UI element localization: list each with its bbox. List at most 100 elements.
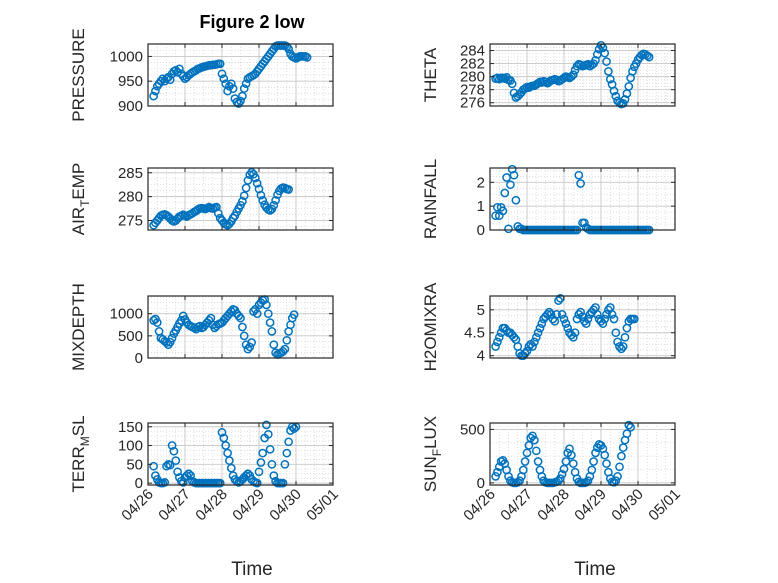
data-point [615,462,624,472]
data-point [262,420,271,430]
y-axis-label: THETA [421,47,440,102]
data-point [515,476,524,486]
data-point [611,476,621,486]
data-point [228,213,238,223]
data-point [169,446,179,456]
data-point [302,53,312,62]
x-axis-label-left: Time [231,559,273,580]
data-point [587,465,597,475]
data-point [624,420,634,430]
data-point [583,59,593,69]
data-point [554,476,563,486]
subplot-pressure: 900 950 1000 PRESSURE [69,28,334,122]
data-point [217,428,227,437]
data-point [611,328,621,338]
subplot-air-temp: 275 280 285 AIRTEMP [69,163,334,236]
data-point [217,69,227,79]
y-axis-label: TERRMSL [69,415,92,492]
axes-box [489,43,676,107]
axes-box [489,422,676,486]
data-point [152,318,162,327]
data-point [602,57,611,66]
y-axis-label: SUNFLUX [421,416,444,492]
data-point [600,450,610,460]
data-point [228,84,238,93]
axes-box [147,295,334,359]
data-point [491,211,500,221]
data-point [615,342,624,351]
data-point [241,79,251,89]
data-point [252,478,262,488]
data-point [520,84,530,93]
data-point [568,459,578,468]
data-point [574,170,584,180]
y-axis-label: AIRTEMP [69,163,92,236]
data-point [239,331,249,341]
data-point [215,478,225,488]
y-tick-label: 950 [118,73,143,90]
data-point [546,310,556,319]
data-point [561,319,571,328]
subplot-terr-msl: 05010015004/2604/2704/2804/2904/3005/01T… [69,415,342,524]
data-point [507,164,517,174]
x-tick-label: 04/27 [497,486,536,525]
x-tick-label: 04/30 [608,486,647,525]
x-tick-label: 04/29 [229,486,268,525]
data-point [243,176,253,185]
data-point [629,314,639,324]
x-tick-label: 04/28 [534,486,573,525]
y-axis-label: RAINFALL [421,159,440,239]
data-point [504,224,513,234]
data-point [500,188,510,198]
data-point [591,448,600,458]
data-point [269,340,279,350]
data-point [518,465,528,475]
data-point [644,52,654,62]
x-axis-label-right: Time [574,559,616,580]
data-point [280,459,290,469]
data-point [236,313,245,323]
data-point [607,310,617,319]
data-point [498,206,508,216]
y-tick-label: 278 [460,82,485,99]
data-point [162,338,171,347]
data-point [226,79,236,89]
data-point [576,179,585,188]
subplot-h2omixra: 4 4.5 5 H2OMIXRA [421,282,676,371]
data-point [567,72,576,81]
x-tick-label: 04/30 [266,486,305,525]
data-point [620,95,630,104]
data-point [175,64,184,74]
data-point [620,332,630,342]
subplot-sun-flux: 050004/2604/2704/2804/2904/3005/01SUNFLU… [421,416,684,525]
data-point [252,178,262,188]
data-point [557,310,567,319]
data-point [167,333,177,343]
data-point [520,349,530,358]
y-tick-label: 4.5 [464,325,485,342]
data-point [182,471,192,480]
y-tick-label: 0 [477,222,485,239]
data-point [165,75,175,85]
data-point [241,183,251,193]
data-point [493,467,502,477]
data-point [533,328,543,338]
y-tick-label: 1 [477,198,485,215]
data-point [506,180,515,190]
data-point [537,472,547,481]
data-point [559,314,569,324]
data-point [617,451,626,461]
data-point [555,474,565,483]
data-point [509,332,519,342]
data-point [568,70,578,80]
y-tick-label: 282 [460,56,485,73]
axes-box [489,167,676,231]
data-point [173,467,182,477]
y-tick-label: 500 [460,421,485,438]
data-point [563,323,573,333]
y-tick-label: 5 [477,302,485,319]
data-point [151,86,160,96]
data-point [578,312,587,322]
subplot-mixdepth: 0 500 1000 MIXDEPTH [69,283,334,371]
